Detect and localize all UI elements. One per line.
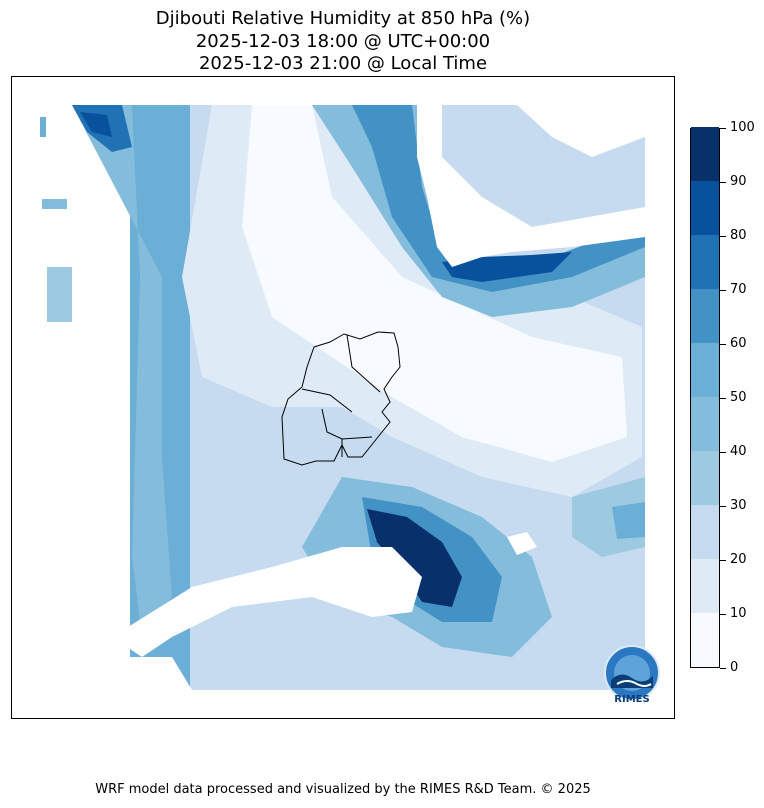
colorbar-tick: [720, 398, 726, 399]
west-patch-1: [40, 117, 46, 137]
region-border-3: [321, 408, 373, 440]
colorbar-tick: [720, 290, 726, 291]
mask-ne-strip: [517, 105, 645, 157]
west-patch-2: [42, 199, 67, 209]
colorbar: [690, 127, 720, 668]
colorbar-segment: [691, 235, 719, 289]
footer-credit: WRF model data processed and visualized …: [95, 782, 591, 797]
mask-northeast: [417, 105, 645, 267]
mask-south: [112, 547, 422, 657]
colorbar-tick: [720, 614, 726, 615]
south-moist-core: [367, 509, 462, 607]
colorbar-tick: [720, 344, 726, 345]
region-border-2: [301, 388, 353, 413]
colorbar-tick-label: 100: [730, 120, 755, 135]
colorbar-tick-label: 70: [730, 282, 747, 297]
region-border-1: [346, 334, 381, 393]
colorbar-segment: [691, 559, 719, 613]
logo-text: RIMES: [614, 694, 650, 705]
colorbar-tick: [720, 668, 726, 669]
colorbar-tick-label: 40: [730, 444, 747, 459]
mask-sw: [130, 657, 192, 690]
colorbar-segment: [691, 613, 719, 667]
colorbar-tick: [720, 506, 726, 507]
east-moist-core: [612, 502, 645, 539]
title-line-2: 2025-12-03 18:00 @ UTC+00:00: [195, 31, 491, 52]
mask-se-spot: [507, 532, 537, 555]
colorbar-segment: [691, 181, 719, 235]
colorbar-segment: [691, 289, 719, 343]
colorbar-tick: [720, 182, 726, 183]
colorbar-tick-label: 10: [730, 606, 747, 621]
colorbar-tick: [720, 128, 726, 129]
colorbar-tick: [720, 452, 726, 453]
humidity-map: [40, 105, 645, 690]
colorbar-tick-label: 50: [730, 390, 747, 405]
colorbar-segment: [691, 505, 719, 559]
colorbar-segment: [691, 397, 719, 451]
west-patch-3: [47, 267, 72, 322]
colorbar-tick-label: 30: [730, 498, 747, 513]
colorbar-segment: [691, 343, 719, 397]
colorbar-tick-label: 90: [730, 174, 747, 189]
colorbar-segment: [691, 451, 719, 505]
colorbar-tick-label: 0: [730, 660, 739, 675]
colorbar-tick-label: 80: [730, 228, 747, 243]
colorbar-tick-label: 60: [730, 336, 747, 351]
logo-emblem: [604, 645, 660, 701]
title-line-3: 2025-12-03 21:00 @ Local Time: [198, 53, 488, 74]
map-panel: [11, 76, 675, 719]
nw-darker-blob: [80, 112, 112, 137]
north-moist-core: [352, 105, 645, 292]
colorbar-tick-label: 20: [730, 552, 747, 567]
colorbar-tick: [720, 236, 726, 237]
central-dry-core: [242, 105, 627, 462]
west-band: [72, 105, 172, 637]
djibouti-outline: [281, 331, 401, 466]
rimes-logo: RIMES: [601, 644, 663, 708]
colorbar-tick: [720, 560, 726, 561]
title-line-1: Djibouti Relative Humidity at 850 hPa (%…: [155, 8, 531, 29]
colorbar-segment: [691, 127, 719, 181]
